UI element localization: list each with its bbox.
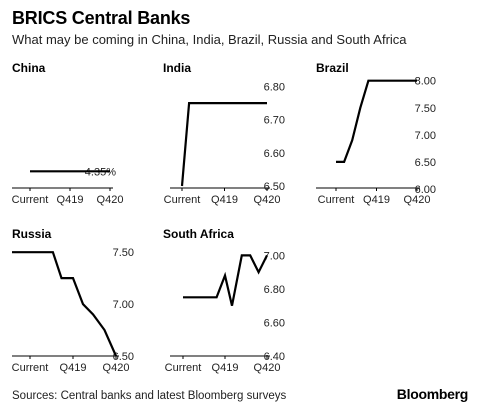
page-subtitle: What may be coming in China, India, Braz… — [12, 32, 407, 47]
x-tick-label: Q419 — [212, 362, 239, 374]
y-tick-label: 7.00 — [415, 130, 436, 142]
x-tick-label: Q419 — [363, 194, 390, 206]
x-tick-label: Current — [12, 362, 49, 374]
y-tick-label: 7.00 — [113, 299, 134, 311]
x-tick-label: Q420 — [254, 362, 281, 374]
y-tick-label: 7.50 — [113, 247, 134, 259]
x-tick-label: Q419 — [60, 362, 87, 374]
series-line-brazil — [336, 79, 417, 163]
x-tick-label: Current — [318, 194, 355, 206]
y-tick-label: 7.50 — [415, 103, 436, 115]
x-tick-label: Q419 — [57, 194, 84, 206]
y-tick-label: 6.60 — [264, 148, 285, 160]
x-tick-label: Q420 — [404, 194, 431, 206]
y-tick-label: 6.80 — [264, 82, 285, 94]
x-tick-label: Current — [164, 194, 201, 206]
y-tick-label: 6.70 — [264, 115, 285, 127]
x-tick-label: Q419 — [211, 194, 238, 206]
page-title: BRICS Central Banks — [12, 8, 191, 28]
series-line-india — [180, 101, 267, 187]
y-tick-label: 7.00 — [264, 250, 285, 262]
source-note: Sources: Central banks and latest Bloomb… — [12, 390, 287, 402]
y-tick-label: 6.00 — [415, 184, 436, 196]
y-tick-label: 8.00 — [415, 76, 436, 88]
y-tick-label: 6.60 — [264, 317, 285, 329]
y-tick-label: 6.40 — [264, 351, 285, 363]
series-line-south-africa — [183, 254, 268, 306]
x-tick-label: Current — [165, 362, 202, 374]
x-tick-label: Q420 — [254, 194, 281, 206]
y-tick-label: 6.50 — [264, 181, 285, 193]
series-line-russia — [12, 251, 118, 357]
panel-title-south-africa: South Africa — [163, 227, 234, 241]
panel-title-china: China — [12, 61, 46, 75]
x-tick-label: Q420 — [103, 362, 130, 374]
x-tick-label: Q420 — [97, 194, 124, 206]
panel-title-brazil: Brazil — [316, 61, 349, 75]
panel-title-india: India — [163, 61, 191, 75]
x-tick-label: Current — [12, 194, 49, 206]
y-tick-label: 6.50 — [415, 157, 436, 169]
y-tick-label: 6.50 — [113, 351, 134, 363]
brand-logo: Bloomberg — [396, 386, 469, 402]
y-tick-label: 6.80 — [264, 284, 285, 296]
panel-title-russia: Russia — [12, 227, 52, 241]
